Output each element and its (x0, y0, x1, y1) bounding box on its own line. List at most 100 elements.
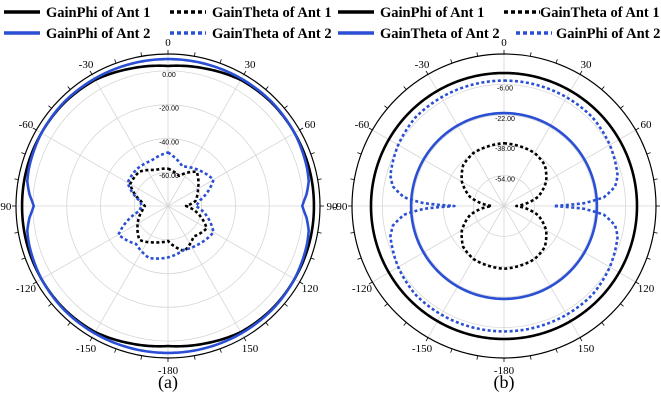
grid-spoke (503, 205, 636, 283)
angle-tick-label: 60 (641, 119, 653, 131)
grid-spoke (372, 129, 505, 207)
angle-tick-mark (265, 322, 269, 326)
panel-label-b: (b) (494, 372, 515, 393)
series-line-gainphi-of-ant-1 (369, 71, 639, 341)
radial-tick-label: -54.00 (495, 177, 515, 184)
angle-tick-mark (555, 59, 558, 64)
angle-tick-label: -120 (16, 283, 37, 295)
angle-tick-mark (601, 86, 605, 90)
angle-tick-mark (646, 257, 651, 260)
legend-a-label-3: GainTheta of Ant 2 (212, 26, 332, 42)
angle-tick-label: 90 (327, 201, 339, 213)
series-line-gainphi-of-ant-2 (25, 57, 311, 355)
series-line-gaintheta-of-ant-1 (460, 142, 548, 270)
angle-tick-mark (601, 322, 605, 326)
legend-a: GainPhi of Ant 1 GainTheta of Ant 1 Gain… (4, 5, 332, 42)
grid-spoke (36, 129, 169, 207)
angle-tick-mark (67, 86, 71, 90)
angle-tick-mark (67, 322, 71, 326)
angle-tick-mark (299, 281, 304, 285)
angle-tick-mark (299, 127, 304, 131)
polar-grid (12, 50, 324, 362)
grid-spoke (36, 205, 169, 283)
angle-tick-label: 0 (501, 37, 507, 49)
polar-plot-b: -6.00-22.00-38.00-54.000306090120150-180… (333, 37, 660, 377)
angle-tick-mark (89, 337, 93, 342)
angle-tick-mark (193, 355, 196, 360)
legend-b-label-0: GainPhi of Ant 1 (380, 5, 484, 21)
angle-tick-label: -90 (0, 201, 12, 213)
legend-b-label-3: GainPhi of Ant 2 (556, 26, 660, 42)
angle-tick-label: 120 (638, 283, 655, 295)
angle-tick-mark (14, 231, 19, 234)
angle-tick-mark (219, 348, 222, 353)
angle-tick-mark (403, 86, 407, 90)
legend-b: GainPhi of Ant 1 GainTheta of Ant 1 Gain… (338, 5, 660, 42)
angle-tick-label: 30 (245, 59, 257, 71)
radial-tick-label: -38.00 (495, 146, 515, 153)
angle-tick-mark (317, 178, 322, 181)
grid-spoke (372, 205, 505, 283)
angle-tick-mark (219, 59, 222, 64)
angle-tick-label: -60 (355, 119, 370, 131)
angle-tick-mark (579, 337, 583, 342)
angle-tick-mark (21, 152, 26, 155)
angle-tick-mark (14, 178, 19, 181)
angle-tick-mark (114, 348, 117, 353)
angle-tick-mark (265, 86, 269, 90)
angle-tick-mark (555, 348, 558, 353)
legend-b-label-2: GainTheta of Ant 2 (380, 26, 500, 42)
angle-tick-label: -180 (494, 365, 515, 377)
series-line-gaintheta-of-ant-2 (117, 151, 215, 260)
angle-tick-label: 120 (302, 283, 319, 295)
radial-tick-label: -20.00 (159, 106, 179, 113)
legend-a-label-0: GainPhi of Ant 1 (46, 5, 150, 21)
angle-tick-mark (620, 303, 624, 307)
grid-spoke (91, 74, 169, 207)
angle-tick-mark (140, 355, 143, 360)
grid-spoke (167, 205, 300, 283)
panel-label-a: (a) (158, 372, 178, 393)
angle-tick-mark (284, 303, 288, 307)
angle-tick-mark (529, 52, 532, 57)
angle-tick-mark (350, 178, 355, 181)
series-line-gaintheta-of-ant-2 (389, 79, 619, 333)
angle-tick-mark (635, 281, 640, 285)
angle-tick-label: -180 (158, 365, 179, 377)
angle-tick-mark (32, 127, 37, 131)
radial-tick-label: -22.00 (495, 116, 515, 123)
angle-tick-mark (425, 70, 429, 75)
angle-tick-mark (357, 152, 362, 155)
legend-b-label-1: GainTheta of Ant 1 (540, 5, 660, 21)
grid-spoke (167, 129, 300, 207)
angle-tick-mark (284, 105, 288, 109)
angle-tick-mark (310, 257, 315, 260)
angle-tick-mark (48, 303, 52, 307)
polar-plot-a: 0.00 -20.00 -40.00 -60.00 0 30 60 90 120 150 -180 -… (0, 37, 338, 377)
angle-tick-mark (243, 337, 247, 342)
grid-spoke (503, 129, 636, 207)
angle-tick-mark (425, 337, 429, 342)
angle-tick-label: -120 (352, 283, 373, 295)
angle-tick-mark (384, 105, 388, 109)
angle-tick-mark (450, 59, 453, 64)
radial-tick-label: -40.00 (159, 139, 179, 146)
angle-tick-mark (476, 355, 479, 360)
polar-grid (348, 50, 660, 362)
angle-tick-label: -90 (333, 201, 348, 213)
angle-tick-label: 0 (165, 37, 171, 49)
grid-spoke (503, 74, 581, 207)
grid-spoke (503, 205, 581, 338)
angle-tick-mark (114, 59, 117, 64)
angle-tick-mark (21, 257, 26, 260)
angle-tick-mark (620, 105, 624, 109)
angle-tick-mark (310, 152, 315, 155)
grid-spoke (167, 205, 245, 338)
angle-tick-mark (635, 127, 640, 131)
grid-spoke (167, 74, 245, 207)
angle-tick-mark (476, 52, 479, 57)
angle-tick-mark (32, 281, 37, 285)
angle-tick-label: -60 (19, 119, 34, 131)
legend-a-label-1: GainTheta of Ant 1 (212, 5, 332, 21)
